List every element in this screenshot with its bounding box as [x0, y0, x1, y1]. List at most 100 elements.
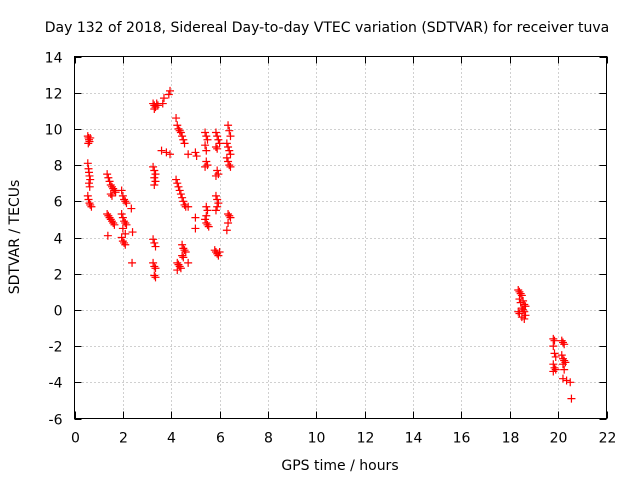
- data-point: [118, 224, 127, 233]
- data-point: [150, 181, 159, 190]
- data-point: [151, 170, 160, 179]
- data-point: [178, 132, 187, 141]
- data-point: [150, 173, 159, 182]
- chart-title: Day 132 of 2018, Sidereal Day-to-day VTE…: [45, 20, 609, 36]
- data-point: [109, 219, 118, 228]
- data-point: [184, 202, 193, 211]
- data-point: [121, 229, 130, 238]
- data-point: [558, 338, 567, 347]
- data-point: [560, 365, 569, 374]
- x-tick-label: 14: [405, 431, 423, 447]
- data-point: [120, 238, 129, 247]
- y-tick-label: -2: [49, 340, 63, 356]
- x-tick-label: 12: [357, 431, 375, 447]
- data-point: [213, 202, 222, 211]
- data-point: [118, 213, 127, 222]
- data-point: [164, 90, 173, 99]
- x-tick-labels: 0 2 4 6 8 10 12 14 16 18 20 22: [71, 431, 616, 447]
- data-point: [117, 186, 126, 195]
- data-point: [150, 104, 159, 113]
- data-point: [211, 128, 220, 137]
- data-point: [558, 374, 567, 383]
- data-points: [83, 86, 576, 403]
- data-point: [180, 139, 189, 148]
- data-point: [519, 305, 528, 314]
- y-tick-label: 14: [45, 51, 63, 67]
- data-point: [226, 162, 235, 171]
- data-point: [83, 191, 92, 200]
- data-point: [172, 175, 181, 184]
- data-point: [151, 242, 160, 251]
- data-point: [159, 94, 168, 103]
- data-point: [549, 342, 558, 351]
- x-tick-label: 18: [502, 431, 520, 447]
- data-point: [153, 101, 162, 110]
- data-point: [85, 171, 94, 180]
- data-point: [122, 220, 131, 229]
- data-point: [151, 273, 160, 282]
- data-point: [566, 378, 575, 387]
- data-point: [83, 159, 92, 168]
- data-point: [106, 190, 115, 199]
- data-point: [213, 144, 222, 153]
- data-point: [128, 258, 137, 267]
- data-point: [516, 289, 525, 298]
- data-point: [175, 186, 184, 195]
- x-tick-label: 10: [308, 431, 326, 447]
- data-point: [550, 349, 559, 358]
- y-tick-label: 12: [45, 87, 63, 103]
- data-point: [191, 213, 200, 222]
- data-point: [213, 195, 222, 204]
- data-point: [201, 141, 210, 150]
- data-point: [85, 137, 94, 146]
- data-point: [224, 121, 233, 130]
- data-point: [560, 340, 569, 349]
- data-point: [225, 161, 234, 170]
- data-point: [514, 307, 523, 316]
- data-point: [150, 271, 159, 280]
- data-point: [180, 200, 189, 209]
- data-point: [117, 209, 126, 218]
- data-point: [215, 247, 224, 256]
- data-point: [103, 231, 112, 240]
- x-axis-label: GPS time / hours: [281, 458, 398, 474]
- data-point: [176, 190, 185, 199]
- data-point: [202, 157, 211, 166]
- data-point: [203, 220, 212, 229]
- data-point: [201, 215, 210, 224]
- x-tick-label: 2: [119, 431, 128, 447]
- data-point: [191, 224, 200, 233]
- y-axis-label: SDTVAR / TECUs: [7, 180, 23, 295]
- data-point: [181, 247, 190, 256]
- data-point: [178, 240, 187, 249]
- data-point: [172, 114, 181, 123]
- data-point: [222, 153, 231, 162]
- y-tick-label: 2: [54, 268, 63, 284]
- y-tick-label: -4: [49, 376, 63, 392]
- data-point: [173, 179, 182, 188]
- x-tick-label: 20: [550, 431, 568, 447]
- data-point: [174, 182, 183, 191]
- data-point: [215, 139, 224, 148]
- data-point: [85, 199, 94, 208]
- data-point: [149, 162, 158, 171]
- y-tick-label: -6: [49, 413, 63, 429]
- data-point: [567, 394, 576, 403]
- y-tick-label: 8: [54, 159, 63, 175]
- data-point: [557, 351, 566, 360]
- data-point: [122, 199, 131, 208]
- data-point: [201, 128, 210, 137]
- data-point: [179, 197, 188, 206]
- data-point: [121, 219, 130, 228]
- data-point: [551, 352, 560, 361]
- data-point: [558, 360, 567, 369]
- data-point: [176, 264, 185, 273]
- data-point: [184, 150, 193, 159]
- data-point: [211, 191, 220, 200]
- data-point: [203, 135, 212, 144]
- data-point: [224, 143, 233, 151]
- data-point: [211, 171, 220, 180]
- data-point: [202, 211, 211, 220]
